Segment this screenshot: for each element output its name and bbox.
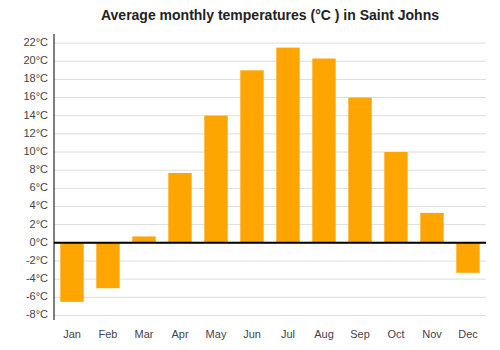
grid-line xyxy=(54,79,486,80)
grid-line xyxy=(54,115,486,116)
x-tick-label: May xyxy=(206,328,227,340)
bar xyxy=(60,243,83,302)
y-tick-label: 12°C xyxy=(23,127,48,139)
grid-line xyxy=(54,242,486,243)
bar xyxy=(96,243,119,288)
y-axis: -8°C -6°C -4°C -2°C 0°C 2°C 4°C 6°C 8°C 10°C 12°C 1… xyxy=(23,36,48,320)
bar xyxy=(348,98,371,243)
grid-line xyxy=(54,133,486,134)
y-tick-label: 10°C xyxy=(23,145,48,157)
x-tick-label: Sep xyxy=(350,328,370,340)
grid-line xyxy=(54,152,486,153)
y-tick-label: 14°C xyxy=(23,109,48,121)
y-tick-label: 18°C xyxy=(23,72,48,84)
grid-line xyxy=(54,43,486,44)
grid-line xyxy=(54,61,486,62)
chart-svg: Average monthly temperatures (°C ) in Sa… xyxy=(0,0,500,350)
grid-line xyxy=(54,206,486,207)
chart-container: Average monthly temperatures (°C ) in Sa… xyxy=(0,0,500,350)
y-tick-label: -2°C xyxy=(26,254,48,266)
x-tick-label: Apr xyxy=(171,328,188,340)
y-tick-label: 4°C xyxy=(30,199,49,211)
grid-line xyxy=(54,315,486,316)
y-tick-label: 16°C xyxy=(23,90,48,102)
x-tick-label: Feb xyxy=(99,328,118,340)
y-tick-label: -6°C xyxy=(26,290,48,302)
grid xyxy=(54,43,486,315)
x-tick-label: Mar xyxy=(135,328,154,340)
x-tick-label: Jan xyxy=(63,328,81,340)
y-tick-label: -8°C xyxy=(26,308,48,320)
bar xyxy=(420,213,443,243)
zero-line xyxy=(54,242,486,244)
y-tick-label: 8°C xyxy=(30,163,49,175)
y-tick-label: 2°C xyxy=(30,218,49,230)
x-tick-label: Aug xyxy=(314,328,334,340)
grid-line xyxy=(54,297,486,298)
bar xyxy=(456,243,479,273)
x-tick-label: Jul xyxy=(281,328,295,340)
bar xyxy=(168,173,191,243)
x-tick-label: Nov xyxy=(422,328,442,340)
y-tick-label: -4°C xyxy=(26,272,48,284)
bar xyxy=(276,48,299,243)
x-tick-label: Oct xyxy=(387,328,404,340)
title: Average monthly temperatures (°C ) in Sa… xyxy=(101,7,439,23)
y-axis-line xyxy=(54,34,55,320)
bar xyxy=(312,59,335,243)
bar xyxy=(384,152,407,243)
x-tick-label: Jun xyxy=(243,328,261,340)
bar xyxy=(204,116,227,243)
x-axis: Jan Feb Mar Apr May Jun Jul Aug Sep Oct Nov Dec xyxy=(63,328,478,340)
y-tick-label: 0°C xyxy=(30,236,49,248)
grid-line xyxy=(54,170,486,171)
x-tick-label: Dec xyxy=(458,328,478,340)
y-tick-label: 20°C xyxy=(23,54,48,66)
bar xyxy=(240,70,263,243)
y-tick-label: 6°C xyxy=(30,181,49,193)
y-tick-label: 22°C xyxy=(23,36,48,48)
bars xyxy=(60,48,479,302)
grid-line xyxy=(54,97,486,98)
grid-line xyxy=(54,188,486,189)
